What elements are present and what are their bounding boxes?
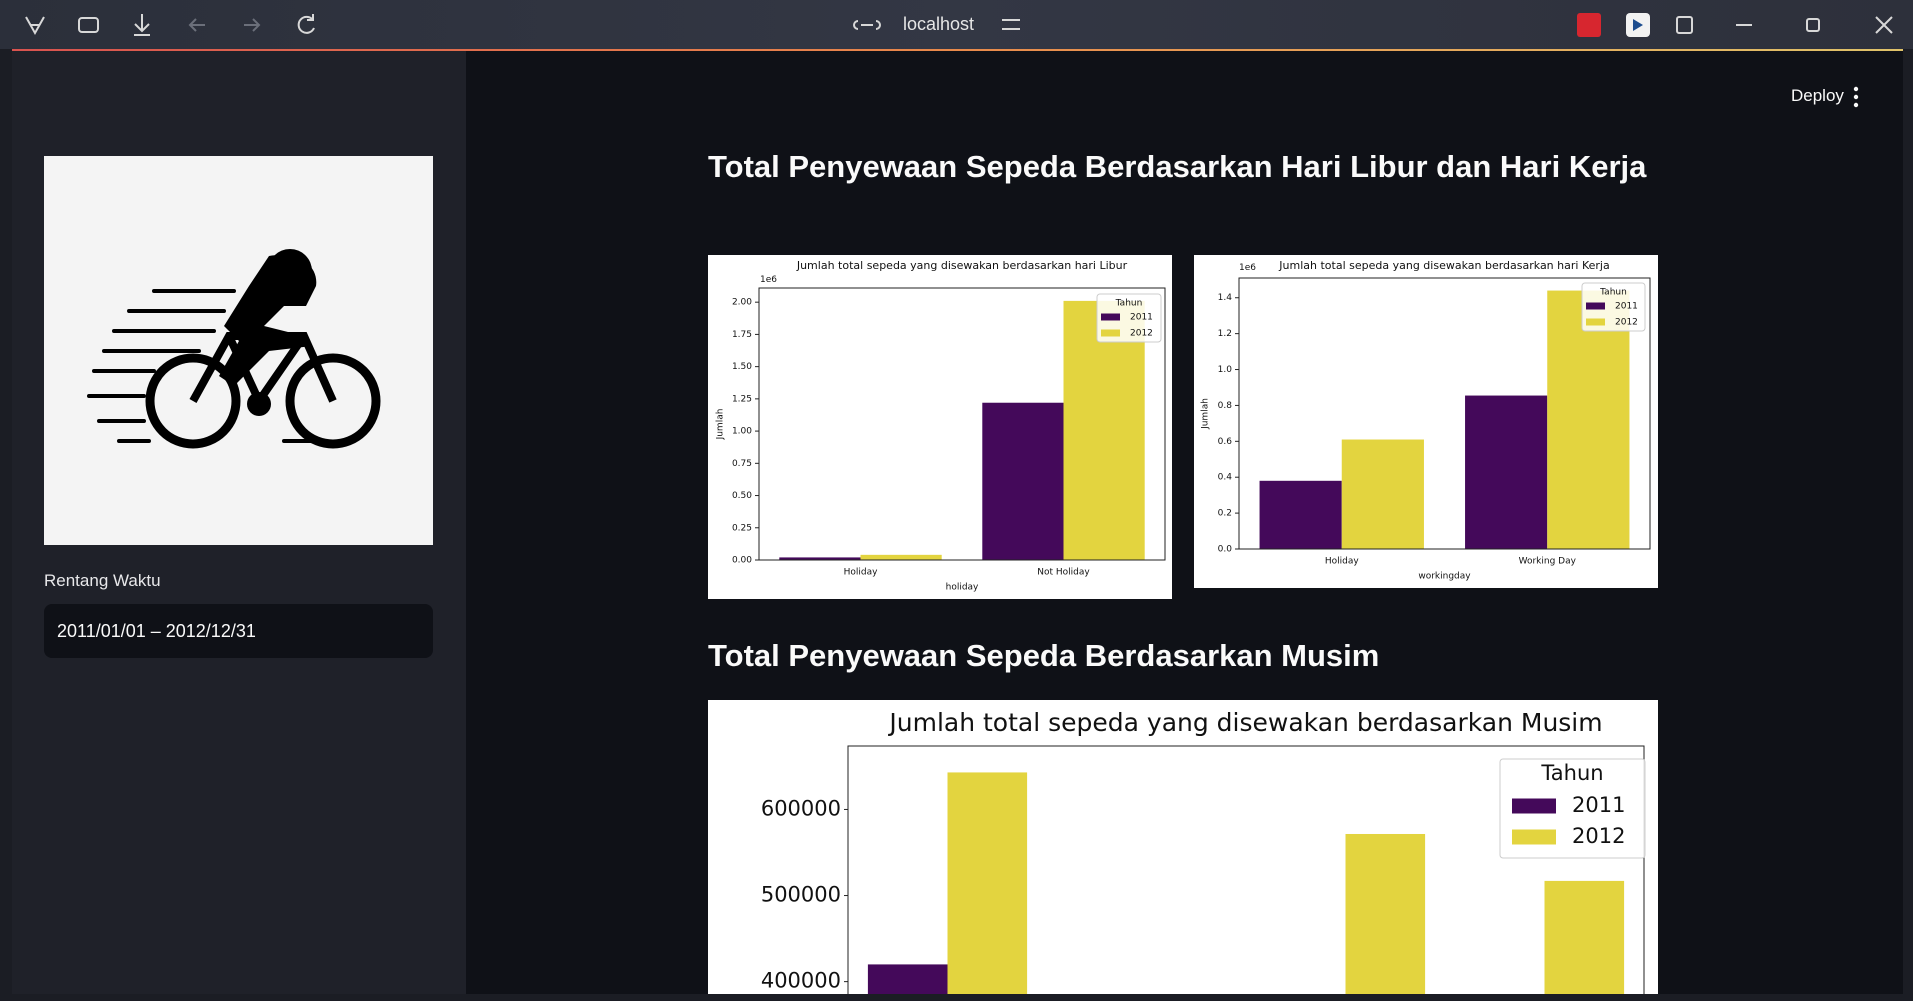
y-tick-label: 1.50 xyxy=(732,362,752,372)
legend-title: Tahun xyxy=(1540,761,1603,785)
x-tick-label: Not Holiday xyxy=(1037,568,1090,578)
site-settings[interactable] xyxy=(1002,19,1020,30)
link-icon[interactable] xyxy=(853,20,881,30)
main-menu[interactable] xyxy=(1848,85,1864,109)
date-input[interactable]: 2011/01/01 – 2012/12/31 xyxy=(44,604,433,658)
chart-title: Jumlah total sepeda yang disewakan berda… xyxy=(796,259,1128,272)
legend-swatch xyxy=(1512,829,1556,845)
bar xyxy=(867,964,948,994)
legend-swatch xyxy=(1512,798,1556,814)
y-tick-label: 0.6 xyxy=(1218,437,1233,447)
y-tick-label: 1.4 xyxy=(1218,293,1233,303)
main-area: Deploy Total Penyewaan Sepeda Berdasarka… xyxy=(466,51,1903,994)
extension-glyph xyxy=(1633,19,1643,31)
sidebar-toggle[interactable] xyxy=(78,17,99,33)
chart: Jumlah total sepeda yang disewakan berda… xyxy=(708,255,1172,599)
plot-frame xyxy=(758,287,1166,561)
legend-label: 2012 xyxy=(1572,824,1625,848)
legend-label: 2011 xyxy=(1615,302,1638,312)
y-tick-label: 0.00 xyxy=(732,556,752,566)
bar xyxy=(779,557,861,560)
y-tick-label: 2.00 xyxy=(732,298,752,308)
close[interactable] xyxy=(1875,16,1893,34)
bar xyxy=(1341,439,1424,549)
legend-label: 2011 xyxy=(1130,313,1153,323)
y-tick-label: 500000 xyxy=(761,883,841,907)
y-tick-label: 1.2 xyxy=(1218,329,1232,339)
x-tick-label: Working Day xyxy=(1519,557,1577,567)
section-heading: Total Penyewaan Sepeda Berdasarkan Hari … xyxy=(708,149,1647,184)
date-label: Rentang Waktu xyxy=(44,571,161,590)
x-tick-label: Holiday xyxy=(844,568,879,578)
x-axis-label: holiday xyxy=(946,583,979,593)
app-icon[interactable] xyxy=(25,16,45,36)
x-tick-label: Holiday xyxy=(1325,557,1360,567)
plot-frame xyxy=(1238,277,1651,550)
y-tick-label: 0.0 xyxy=(1218,545,1233,555)
plot-frame xyxy=(847,745,1645,994)
y-tick-label: 600000 xyxy=(761,796,841,820)
section-heading: Total Penyewaan Sepeda Berdasarkan Musim xyxy=(708,638,1380,673)
bar xyxy=(982,402,1064,560)
y-tick-label: 400000 xyxy=(761,969,841,993)
bar xyxy=(1544,880,1625,994)
legend-swatch xyxy=(1586,302,1605,310)
y-tick-label: 0.75 xyxy=(732,459,752,469)
bar xyxy=(1465,395,1548,549)
chart: Jumlah total sepeda yang disewakan berda… xyxy=(708,700,1658,994)
back-button[interactable] xyxy=(188,18,205,32)
y-tick-label: 1.25 xyxy=(732,394,752,404)
legend-label: 2012 xyxy=(1615,318,1638,328)
bar xyxy=(1259,480,1342,549)
extension-icon[interactable] xyxy=(1577,13,1601,37)
chart-title: Jumlah total sepeda yang disewakan berda… xyxy=(1278,259,1609,272)
bar xyxy=(947,772,1028,994)
y-offset-text: 1e6 xyxy=(1239,263,1256,273)
logo-image xyxy=(44,156,433,545)
legend-swatch xyxy=(1101,313,1120,321)
forward-button[interactable] xyxy=(244,18,261,32)
chart-title: Jumlah total sepeda yang disewakan berda… xyxy=(887,708,1602,737)
y-tick-label: 1.00 xyxy=(732,427,752,437)
y-tick-label: 0.50 xyxy=(732,491,752,501)
bar xyxy=(860,554,942,560)
x-axis-label: workingday xyxy=(1418,572,1471,582)
legend-swatch xyxy=(1101,329,1120,337)
deploy-button[interactable]: Deploy xyxy=(1791,86,1844,105)
y-tick-label: 0.25 xyxy=(732,523,752,533)
bar xyxy=(1547,290,1630,549)
split-view[interactable] xyxy=(1676,16,1693,34)
legend-label: 2012 xyxy=(1130,329,1153,339)
url-text[interactable]: localhost xyxy=(903,14,975,34)
y-offset-text: 1e6 xyxy=(760,275,777,285)
y-axis-label: Jumlah xyxy=(716,409,726,441)
browser-toolbar: localhost xyxy=(0,0,1913,49)
sidebar: Rentang Waktu 2011/01/01 – 2012/12/31 xyxy=(12,51,466,994)
accent-line xyxy=(12,49,1903,51)
legend-title: Tahun xyxy=(1115,299,1143,309)
bar xyxy=(1063,300,1145,560)
legend-label: 2011 xyxy=(1572,793,1625,817)
y-tick-label: 0.2 xyxy=(1218,509,1232,519)
y-axis-label: Jumlah xyxy=(1201,398,1211,430)
restore[interactable] xyxy=(1806,18,1820,32)
download-button[interactable] xyxy=(134,14,150,36)
toolbar-icons xyxy=(25,13,1893,37)
y-tick-label: 0.8 xyxy=(1218,401,1233,411)
legend-title: Tahun xyxy=(1599,288,1627,298)
bar xyxy=(1345,833,1426,994)
legend-swatch xyxy=(1586,318,1605,326)
chart: Jumlah total sepeda yang disewakan berda… xyxy=(1194,255,1658,588)
reload-button[interactable] xyxy=(297,14,315,34)
y-tick-label: 0.4 xyxy=(1218,473,1233,483)
y-tick-label: 1.75 xyxy=(732,330,752,340)
y-tick-label: 1.0 xyxy=(1218,365,1233,375)
